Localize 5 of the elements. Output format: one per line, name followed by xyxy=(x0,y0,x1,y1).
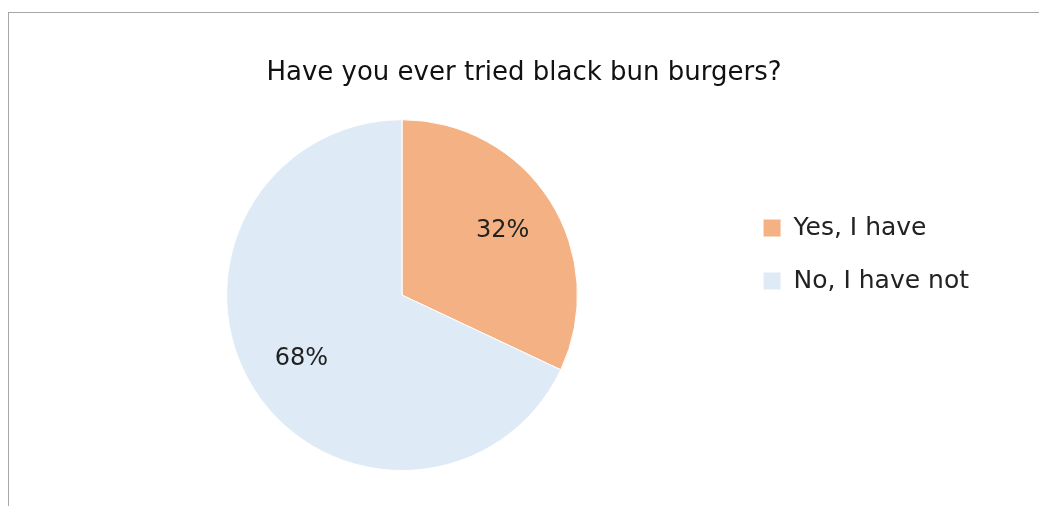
chart-title: Have you ever tried black bun burgers? xyxy=(266,56,782,87)
data-label: 68% xyxy=(274,343,328,372)
legend-label: No, I have not xyxy=(793,264,970,294)
legend-label: Yes, I have xyxy=(792,211,927,241)
data-label: 32% xyxy=(476,215,530,244)
